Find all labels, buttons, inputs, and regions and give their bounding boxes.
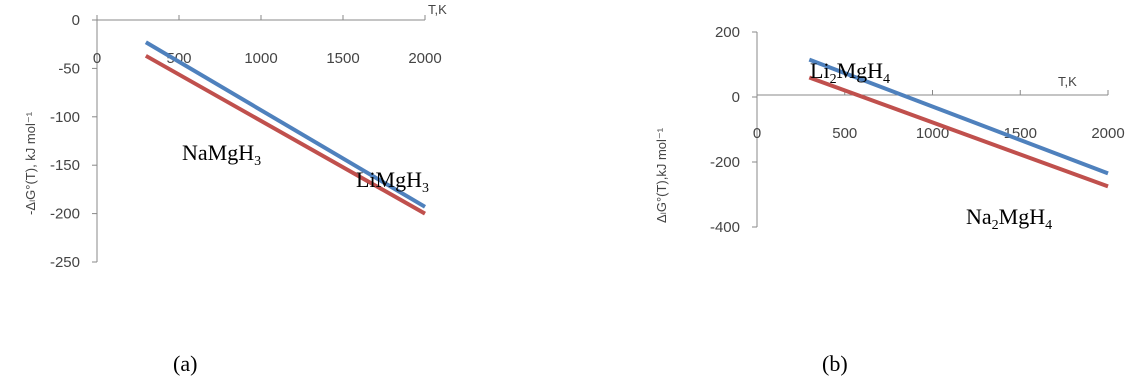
chart-a: 0 -50 -100 -150 -200 -250 0 500 1000 1500 2000 T,… bbox=[23, 2, 447, 376]
chart-b-x-tick-label: 1000 bbox=[916, 125, 949, 142]
chart-b-annotation-na2mgh4: Na2MgH4 bbox=[966, 204, 1052, 233]
chart-a-x-tick-label: 1500 bbox=[326, 50, 359, 67]
chart-b: 2000-200-400 0 500 1000 1500 2000 T,K ΔₗG°(T… bbox=[654, 24, 1125, 376]
chart-b-x-tick-label: 500 bbox=[832, 125, 857, 142]
chart-a-y-tick-label: -50 bbox=[58, 60, 80, 77]
chart-b-y-axis-label: ΔₗG°(T),kJ mol⁻¹ bbox=[654, 127, 669, 223]
chart-a-caption: (a) bbox=[173, 351, 197, 376]
chart-a-y-tick-label: -250 bbox=[50, 254, 80, 271]
chart-a-series-namgh3 bbox=[144, 54, 426, 216]
chart-a-x-tick-label: 1000 bbox=[244, 50, 277, 67]
chart-b-x-axis-label: T,K bbox=[1058, 74, 1077, 89]
chart-b-series-na2mgh4 bbox=[808, 75, 1109, 189]
chart-a-y-tick-label: -150 bbox=[50, 157, 80, 174]
chart-b-y-tick-label: 0 bbox=[732, 89, 740, 106]
chart-a-y-tick-label: 0 bbox=[72, 12, 80, 29]
chart-a-series-limgh3 bbox=[144, 40, 427, 209]
chart-b-annotation-li2mgh4: Li2MgH4 bbox=[810, 58, 890, 87]
chart-a-y-tick-label: -100 bbox=[50, 109, 80, 126]
chart-a-annotation-limgh3: LiMgH3 bbox=[356, 167, 429, 196]
chart-b-y-tick-label: -200 bbox=[710, 154, 740, 171]
chart-b-series-li2mgh4 bbox=[808, 57, 1109, 176]
chart-a-x-axis-label: T,K bbox=[428, 2, 447, 17]
chart-a-y-tick-label: -200 bbox=[50, 206, 80, 223]
chart-a-y-axis-label: -ΔₗG°(T), kJ mol⁻¹ bbox=[23, 111, 38, 215]
chart-a-x-tick-label: 2000 bbox=[408, 50, 441, 67]
chart-a-x-tick-label: 0 bbox=[93, 50, 101, 67]
chart-b-y-tick-label: -400 bbox=[710, 219, 740, 236]
chart-b-caption: (b) bbox=[822, 351, 848, 376]
chart-b-x-tick-label: 0 bbox=[753, 125, 761, 142]
chart-b-y-tick-label: 200 bbox=[715, 24, 740, 41]
chart-b-x-tick-label: 2000 bbox=[1091, 125, 1124, 142]
chart-a-x-tick-label: 500 bbox=[166, 50, 191, 67]
chart-a-annotation-namgh3: NaMgH3 bbox=[182, 140, 261, 169]
